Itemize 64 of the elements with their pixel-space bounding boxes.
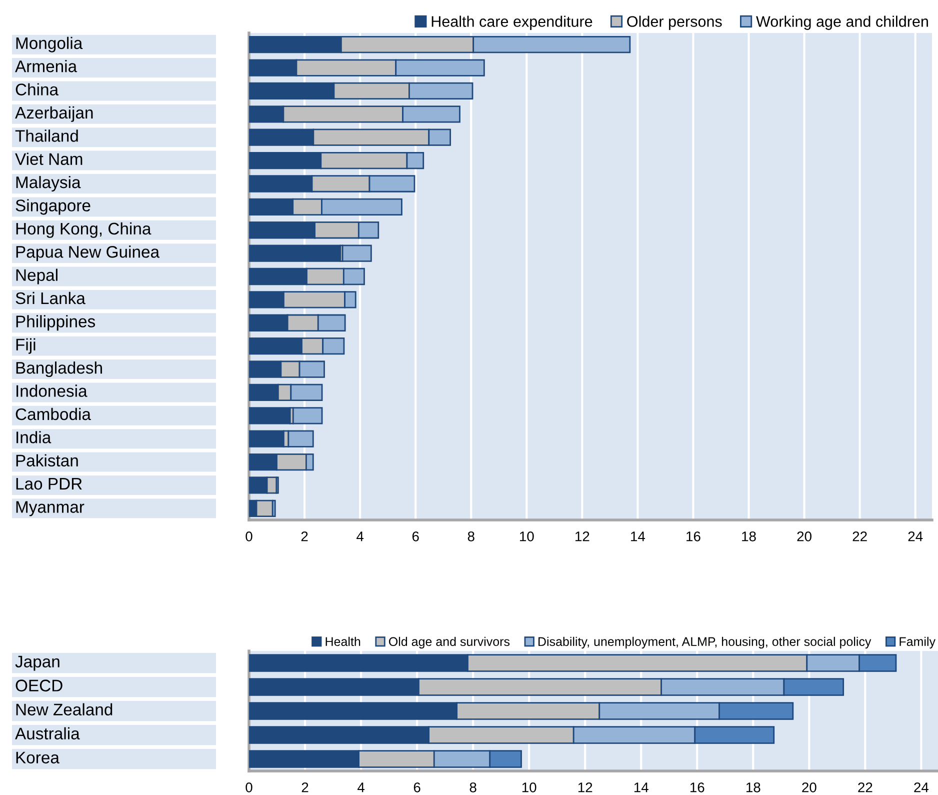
- y-tick-label: Japan: [15, 656, 60, 671]
- y-tick-label: Azerbaijan: [15, 106, 93, 122]
- y-tick-label: Myanmar: [16, 501, 84, 516]
- y-tick-label: Philippines: [16, 315, 96, 331]
- x-tick-label: 6: [414, 782, 420, 792]
- x-tick-label: 20: [802, 782, 816, 792]
- x-tick-label: 2: [301, 531, 308, 542]
- y-tick-label: Nepal: [16, 268, 58, 284]
- legend-label: Old age and survivors: [388, 636, 510, 648]
- y-tick-label: Australia: [15, 727, 80, 740]
- y-tick-label: Indonesia: [16, 384, 88, 397]
- legend-label: Health care expenditure: [432, 16, 592, 30]
- y-tick-label: China: [16, 83, 59, 96]
- bar: [249, 430, 284, 448]
- legend-label: Older persons: [627, 16, 722, 30]
- x-tick-label: 12: [578, 782, 592, 792]
- y-tick-label: Lao PDR: [16, 478, 82, 490]
- x-tick-label: 2: [302, 782, 308, 792]
- legend-label: Working age and children: [756, 16, 928, 30]
- y-tick-label: Sri Lanka: [16, 292, 86, 304]
- legend-label: Disability, unemployment, ALMP, housing, other social policy: [538, 636, 872, 648]
- x-tick-label: 16: [690, 782, 704, 792]
- y-tick-label: Cambodia: [16, 408, 91, 420]
- x-tick-label: 20: [797, 531, 812, 542]
- x-tick-label: 18: [746, 782, 760, 792]
- bar: [292, 407, 323, 424]
- x-tick-label: 0: [246, 531, 252, 542]
- x-tick-label: 24: [908, 531, 923, 542]
- x-tick-label: 12: [576, 531, 590, 542]
- bar: [249, 407, 291, 424]
- x-tick-label: 4: [357, 782, 364, 792]
- bar: [249, 244, 342, 262]
- legend-label: Family: [900, 636, 936, 648]
- x-tick-label: 8: [468, 531, 474, 542]
- y-tick-label: Pakistan: [16, 454, 78, 466]
- x-tick-label: 6: [412, 531, 419, 542]
- x-tick-label: 8: [470, 782, 476, 792]
- x-tick-label: 0: [246, 782, 252, 792]
- x-tick-label: 24: [914, 782, 929, 792]
- x-tick-label: 22: [858, 782, 872, 792]
- x-tick-label: 14: [631, 532, 646, 542]
- x-tick-label: 14: [634, 782, 648, 792]
- x-tick-label: 22: [852, 531, 867, 542]
- legend-label: Health: [326, 636, 360, 646]
- x-tick-label: 10: [520, 531, 534, 542]
- y-tick-label: Fiji: [16, 338, 36, 354]
- y-tick-label: New Zealand: [16, 703, 112, 716]
- y-tick-label: Papua New Guinea: [16, 246, 160, 262]
- y-tick-label: Malaysia: [16, 176, 81, 192]
- y-tick-label: Korea: [16, 752, 60, 764]
- y-tick-label: OECD: [16, 680, 62, 692]
- y-tick-label: Hong Kong, China: [16, 222, 152, 238]
- y-tick-label: Thailand: [15, 130, 78, 142]
- y-tick-label: Armenia: [15, 60, 78, 72]
- x-tick-label: 16: [686, 531, 700, 542]
- y-tick-label: Viet Nam: [15, 152, 82, 166]
- y-tick-label: Singapore: [16, 199, 90, 215]
- bar: [342, 244, 372, 262]
- x-tick-label: 10: [522, 782, 536, 792]
- x-tick-label: 18: [742, 531, 756, 542]
- y-tick-label: Bangladesh: [16, 361, 102, 378]
- x-tick-label: 4: [356, 532, 364, 542]
- y-tick-label: Mongolia: [16, 36, 83, 52]
- y-tick-label: India: [16, 431, 52, 444]
